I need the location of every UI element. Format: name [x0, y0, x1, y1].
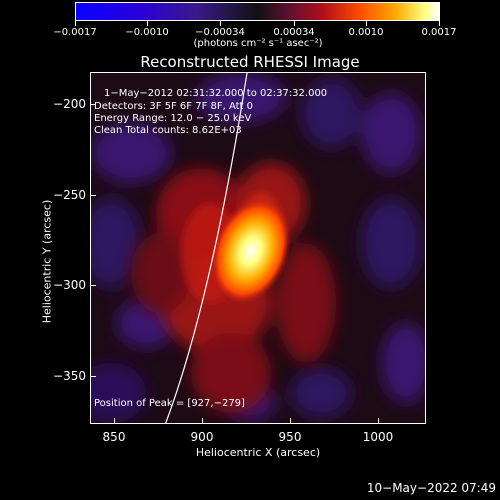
- colorbar-tick-label: 0.0010: [348, 27, 384, 38]
- peak-position-text: Position of Peak = [927,−279]: [94, 398, 245, 409]
- colorbar-tick-label: −0.0017: [53, 27, 97, 38]
- x-tick: [290, 418, 291, 424]
- footer-date: 10−May−2022 07:49: [366, 481, 496, 495]
- colorbar-tick-label: 0.00034: [273, 27, 315, 38]
- colorbar-tick-label: −0.0010: [125, 27, 169, 38]
- solar-limb: [165, 73, 248, 423]
- x-tick: [114, 418, 115, 424]
- colorbar-tick: [147, 21, 148, 26]
- colorbar-tick: [439, 21, 440, 26]
- y-tick: [90, 195, 96, 196]
- colorbar-tick: [220, 21, 221, 26]
- colorbar-units: (photons cm⁻² s⁻¹ asec⁻²): [193, 38, 323, 49]
- x-tick-label: 950: [278, 430, 302, 444]
- rhessi-image: [90, 72, 426, 424]
- positive-regions: [131, 163, 336, 413]
- y-axis-label: Heliocentric Y (arcsec): [40, 199, 54, 324]
- detectors-text: Detectors: 3F 5F 6F 7F 8F, Att 0: [94, 101, 254, 112]
- plot-title: Reconstructed RHESSI Image: [140, 53, 360, 71]
- energy-range-text: Energy Range: 12.0 − 25.0 keV: [94, 113, 252, 124]
- rhessi-image-canvas: [91, 73, 425, 423]
- y-tick: [90, 376, 96, 377]
- x-tick-label: 1000: [362, 430, 394, 444]
- y-tick-label: −300: [53, 278, 86, 292]
- x-tick: [378, 418, 379, 424]
- y-tick: [90, 104, 96, 105]
- colorbar-tick: [366, 21, 367, 26]
- colorbar-tick-label: 0.0017: [421, 27, 457, 38]
- colorbar-tick: [294, 21, 295, 26]
- peak-source: [210, 197, 292, 305]
- x-tick: [202, 418, 203, 424]
- colorbar: [75, 2, 440, 21]
- y-tick-label: −350: [53, 369, 86, 383]
- y-tick: [90, 285, 96, 286]
- time-range-text: 1−May−2012 02:31:32.000 to 02:37:32.000: [104, 88, 328, 99]
- clean-counts-text: Clean Total counts: 8.62E+03: [94, 125, 242, 136]
- colorbar-tick: [75, 21, 76, 26]
- x-tick-label: 850: [102, 430, 126, 444]
- y-tick-label: −200: [53, 97, 86, 111]
- y-tick-label: −250: [53, 188, 86, 202]
- x-axis-label: Heliocentric X (arcsec): [195, 446, 321, 459]
- colorbar-tick-label: −0.00034: [195, 27, 245, 38]
- x-tick-label: 900: [190, 430, 214, 444]
